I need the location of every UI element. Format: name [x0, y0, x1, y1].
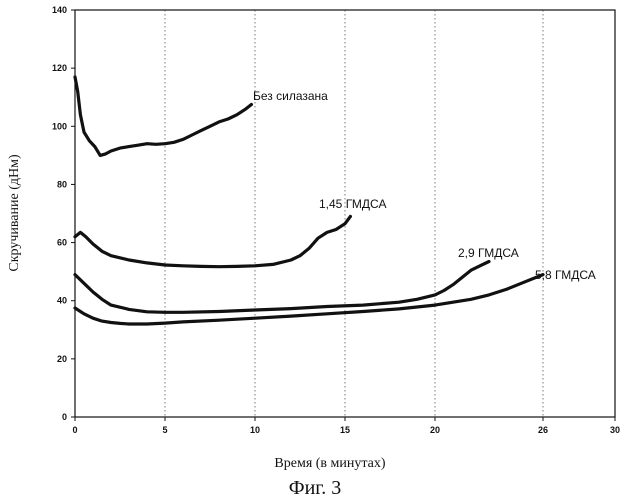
series-1-45-gmdsa — [73, 214, 352, 269]
y-tick-label: 120 — [52, 63, 67, 73]
grid-lines — [164, 10, 544, 417]
x-tick-label: 15 — [340, 425, 350, 435]
y-axis-ticks: 0 20 40 60 80 100 120 140 — [52, 5, 75, 422]
series-label-1-45-gmdsa: 1,45 ГМДСА — [319, 197, 386, 211]
y-tick-label: 20 — [57, 354, 67, 364]
series-2-9-gmdsa — [73, 259, 491, 314]
series-lines — [73, 75, 545, 326]
y-tick-label: 60 — [57, 238, 67, 248]
x-tick-label: 5 — [162, 425, 167, 435]
figure-caption: Фиг. 3 — [289, 477, 341, 499]
x-axis-ticks: 0 5 10 15 20 26 30 — [72, 417, 620, 435]
x-tick-label: 26 — [538, 425, 548, 435]
x-tick-label: 30 — [610, 425, 620, 435]
series-label-bez-silazana: Без силазана — [253, 89, 328, 103]
series-label-5-8-gmdsa: 5,8 ГМДСА — [535, 268, 596, 282]
series-label-2-9-gmdsa: 2,9 ГМДСА — [458, 246, 519, 260]
y-tick-label: 40 — [57, 296, 67, 306]
y-tick-label: 80 — [57, 179, 67, 189]
y-tick-label: 140 — [52, 5, 67, 15]
x-axis-label: Время (в минутах) — [274, 456, 385, 471]
x-tick-label: 20 — [430, 425, 440, 435]
x-tick-label: 10 — [250, 425, 260, 435]
series-5-8-gmdsa — [73, 273, 545, 326]
y-axis-label: Скручивание (дНм) — [7, 154, 22, 272]
series-bez-silazana — [73, 75, 253, 157]
y-tick-label: 0 — [62, 412, 67, 422]
x-tick-label: 0 — [72, 425, 77, 435]
y-tick-label: 100 — [52, 121, 67, 131]
